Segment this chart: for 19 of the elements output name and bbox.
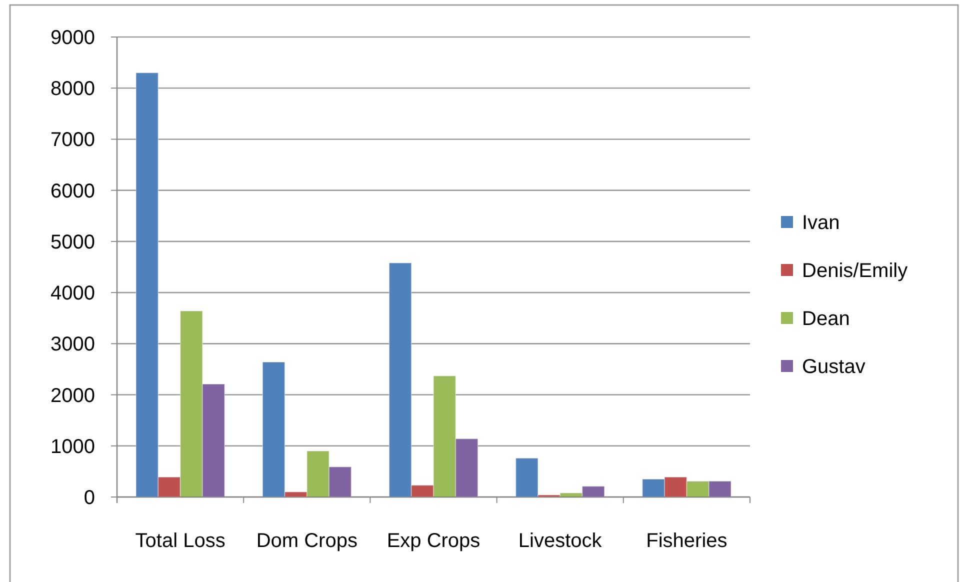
y-tick-label: 3000 bbox=[50, 334, 95, 356]
x-tick-label: Exp Crops bbox=[386, 530, 480, 552]
legend-label: Ivan bbox=[802, 212, 840, 234]
y-tick-label: 8000 bbox=[50, 78, 95, 100]
y-tick-label: 2000 bbox=[50, 384, 95, 407]
y-tick-label: 5000 bbox=[50, 231, 95, 254]
y-tick-label: 7000 bbox=[50, 129, 95, 152]
y-tick-label: 9000 bbox=[50, 27, 95, 49]
x-tick-label: Livestock bbox=[518, 530, 603, 552]
x-tick-label: Total Loss bbox=[135, 530, 226, 552]
legend-label: Gustav bbox=[802, 356, 866, 378]
x-tick-label: Fisheries bbox=[646, 530, 728, 552]
y-tick-label: 0 bbox=[84, 487, 95, 509]
legend-label: Dean bbox=[802, 308, 850, 330]
x-tick-label: Dom Crops bbox=[256, 530, 358, 552]
y-tick-label: 1000 bbox=[50, 436, 95, 458]
y-tick-label: 4000 bbox=[50, 282, 95, 305]
y-tick-label: 6000 bbox=[50, 180, 95, 202]
legend-label: Denis/Emily bbox=[802, 260, 908, 282]
